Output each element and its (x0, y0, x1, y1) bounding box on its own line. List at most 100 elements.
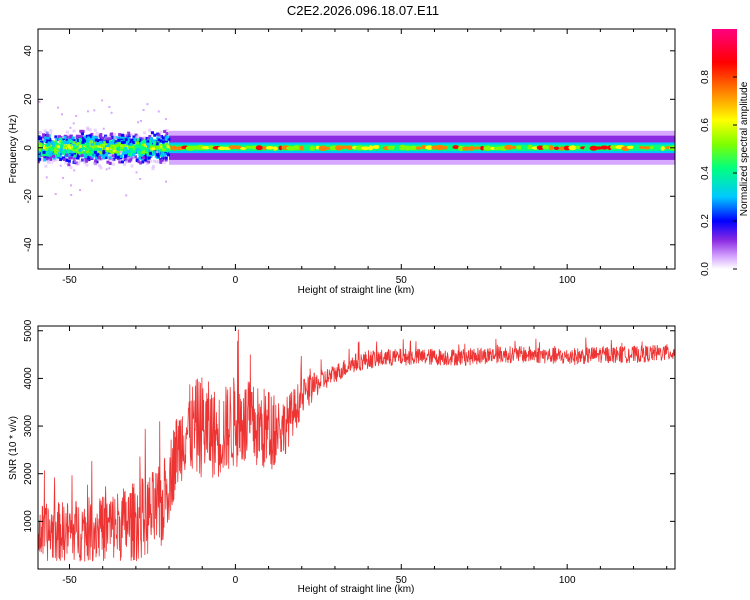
spectrogram-cell (50, 140, 54, 144)
spectrogram-cell (558, 146, 566, 151)
spectrogram-cell (159, 139, 163, 143)
spectrogram-cell (45, 157, 49, 161)
spectrogram-cell (78, 134, 82, 138)
spectrogram-cell (147, 139, 151, 143)
spectrogram-cell (111, 158, 115, 162)
spectrogram-cell (53, 147, 57, 151)
spectrogram-cell (117, 134, 121, 138)
spectrogram-ytick-label: -40 (23, 237, 34, 252)
spectrogram-cell (70, 193, 73, 196)
spectrogram-cell (116, 116, 120, 120)
spectrogram-cell (53, 167, 57, 171)
spectrogram-cell (39, 130, 43, 134)
spectrogram-cell (108, 161, 112, 165)
spectrogram-cell (105, 140, 109, 144)
spectrogram-cell (156, 154, 160, 158)
spectrogram-cell (549, 144, 554, 151)
spectrogram-cell (93, 150, 97, 154)
colorbar: 0.0 0.2 0.4 0.6 0.8 Normalized spectral ampl… (700, 29, 750, 276)
spectrogram-cell (265, 145, 274, 150)
spectrogram-cell (82, 151, 86, 155)
spectrogram-cell (42, 150, 46, 154)
spectrogram-cell (116, 155, 120, 159)
spectrogram-cell (649, 145, 655, 150)
spectrogram-cell (152, 159, 156, 163)
spectrogram-cell (45, 176, 48, 179)
spectrogram-cell (141, 137, 145, 141)
spectrogram-cell (105, 147, 109, 151)
spectrogram-cell (39, 157, 43, 161)
spectrogram-cell (116, 143, 120, 147)
spectrogram-cell (93, 153, 97, 157)
spectrogram-cell (40, 127, 44, 131)
spectrogram-xtick-label: 0 (233, 275, 239, 286)
spectrogram-cell (114, 153, 118, 157)
spectrogram-cell (136, 138, 140, 142)
spectrogram-cell (144, 123, 148, 127)
spectrogram-cell (44, 164, 48, 168)
spectrogram-cell (76, 155, 80, 159)
spectrogram-cell (68, 146, 72, 150)
spectrogram-cell (104, 141, 108, 145)
spectrogram-cell (117, 138, 121, 142)
spectrogram-cell (46, 149, 50, 153)
spectrogram-cell (157, 160, 161, 164)
spectrogram-cell (114, 162, 118, 166)
spectrogram-cell (160, 154, 164, 158)
spectrogram-cell (468, 145, 475, 151)
spectrogram-cell (110, 140, 114, 144)
spectrogram-cell (141, 150, 145, 154)
spectrogram-cell (107, 158, 111, 162)
spectrogram-cell (129, 142, 133, 146)
spectrogram-cell (57, 135, 61, 139)
spectrogram-cell (46, 134, 50, 138)
spectrogram-cell (154, 160, 158, 164)
spectrogram-cell (101, 137, 105, 141)
spectrogram-xtick-label: 50 (396, 275, 408, 286)
spectrogram-cell (72, 129, 76, 133)
spectrogram-cell (126, 149, 130, 153)
spectrogram-cell (83, 161, 87, 165)
spectrogram-cell (421, 144, 427, 150)
spectrogram-cell (303, 144, 311, 150)
spectrogram-ylabel: Frequency (Hz) (8, 115, 19, 184)
spectrogram-cell (38, 131, 40, 135)
spectrogram-cell (160, 134, 164, 138)
spectrogram-cell (153, 127, 157, 131)
spectrogram-cell (147, 136, 151, 140)
spectrogram-cell (67, 144, 71, 148)
spectrogram-cell (164, 142, 168, 146)
spectrogram-cell (40, 153, 44, 157)
spectrogram-cell (73, 154, 77, 158)
spectrogram-cell (84, 148, 88, 152)
spectrogram-cell (90, 132, 94, 136)
spectrogram-cell (126, 157, 130, 161)
spectrogram-cell (101, 141, 105, 145)
spectrogram-cell (54, 140, 58, 144)
spectrogram-cell (159, 147, 163, 151)
spectrogram-cell (138, 141, 142, 145)
spectrogram-cell (38, 100, 41, 103)
spectrogram-cell (99, 133, 103, 137)
spectrogram-cell (62, 136, 65, 139)
spectrogram-cell (147, 148, 151, 152)
spectrogram-cell (43, 158, 47, 162)
spectrogram-cell (38, 149, 42, 153)
spectrogram-cell (81, 140, 85, 144)
spectrogram-cell (148, 128, 152, 132)
spectrogram-cell (130, 138, 134, 142)
spectrogram-cell (113, 135, 117, 139)
spectrogram-cell (138, 156, 142, 160)
spectrogram-cell (101, 147, 105, 151)
spectrogram-cell (483, 145, 492, 151)
spectrogram-cell (142, 109, 145, 112)
spectrogram-cell (120, 146, 124, 150)
spectrogram-cell (61, 149, 65, 153)
spectrogram-cell (73, 125, 77, 129)
spectrogram-cell (109, 154, 112, 157)
spectrogram-cell (140, 149, 144, 153)
spectrogram-cell (146, 160, 150, 164)
spectrogram-cell (82, 142, 86, 146)
spectrogram-cell (97, 128, 101, 132)
spectrogram-cell (86, 139, 90, 143)
